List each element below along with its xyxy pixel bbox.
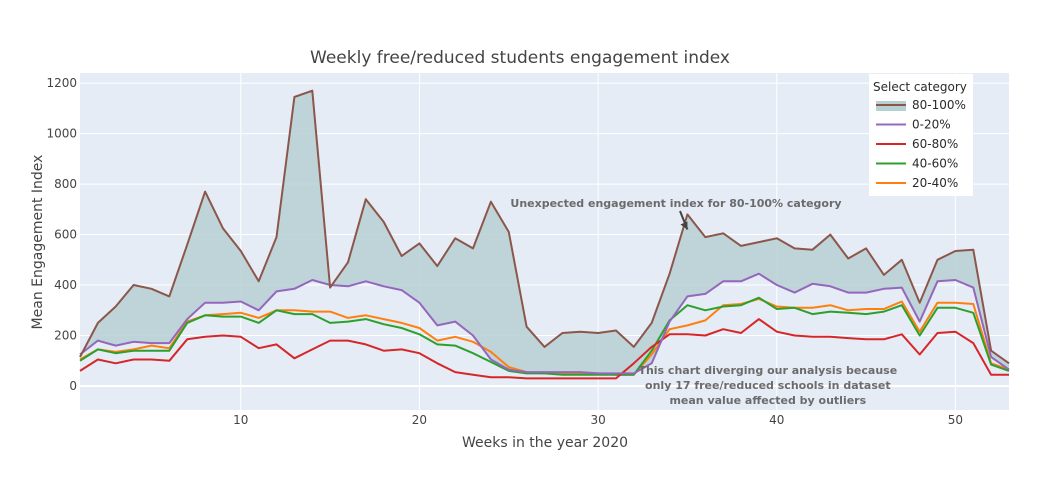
y-tick-label: 1000 <box>46 127 77 141</box>
chart-title: Weekly free/reduced students engagement … <box>310 48 730 68</box>
legend[interactable]: Select category 80-100% 0-20% 60-80% 40-60% 2… <box>869 74 973 196</box>
y-tick-label: 400 <box>54 278 77 292</box>
x-tick-label: 30 <box>590 413 605 427</box>
annotation-arrowhead <box>680 221 688 230</box>
y-tick-label: 600 <box>54 228 77 242</box>
y-tick-label: 800 <box>54 177 77 191</box>
x-tick-label: 40 <box>769 413 784 427</box>
y-tick-label: 0 <box>69 379 77 393</box>
y-axis-title: Mean Engagement Index <box>30 155 46 330</box>
legend-item-60-80%[interactable]: 60-80% <box>876 137 958 151</box>
annotation-note-line: This chart diverging our analysis becaus… <box>638 364 897 377</box>
series-line-40-60%[interactable] <box>79 296 1010 376</box>
y-axis-ticks: 0 200 400 600 800 1000 1200 <box>46 76 77 393</box>
legend-item-20-40%[interactable]: 20-40% <box>876 176 958 190</box>
series-line-0-20%[interactable] <box>79 272 1010 375</box>
legend-box <box>869 74 973 196</box>
series-lines <box>79 89 1010 380</box>
legend-item-80-100%[interactable]: 80-100% <box>876 98 966 112</box>
x-axis-ticks: 10 20 30 40 50 <box>233 413 963 427</box>
annotation-outlier: Unexpected engagement index for 80-100% … <box>510 197 841 210</box>
legend-item-40-60%[interactable]: 40-60% <box>876 157 958 171</box>
x-axis-title: Weeks in the year 2020 <box>462 435 628 451</box>
legend-label: 60-80% <box>912 137 958 151</box>
series-fill-80-100 <box>80 90 1009 374</box>
annotations: Unexpected engagement index for 80-100% … <box>510 197 897 407</box>
legend-label: 80-100% <box>912 98 966 112</box>
area-layer <box>80 90 1009 374</box>
legend-label: 40-60% <box>912 157 958 171</box>
legend-title: Select category <box>873 80 967 94</box>
legend-item-0-20%[interactable]: 0-20% <box>876 118 951 132</box>
x-tick-label: 50 <box>948 413 963 427</box>
annotation-note-line: mean value affected by outliers <box>669 394 866 407</box>
annotation-note-line: only 17 free/reduced schools in dataset <box>645 379 891 392</box>
legend-label: 20-40% <box>912 176 958 190</box>
y-tick-label: 1200 <box>46 76 77 90</box>
series-line-80-100%[interactable] <box>79 89 1010 365</box>
legend-label: 0-20% <box>912 118 951 132</box>
series-line-60-80%[interactable] <box>79 318 1009 380</box>
y-tick-label: 200 <box>54 329 77 343</box>
x-tick-label: 10 <box>233 413 248 427</box>
x-tick-label: 20 <box>412 413 427 427</box>
